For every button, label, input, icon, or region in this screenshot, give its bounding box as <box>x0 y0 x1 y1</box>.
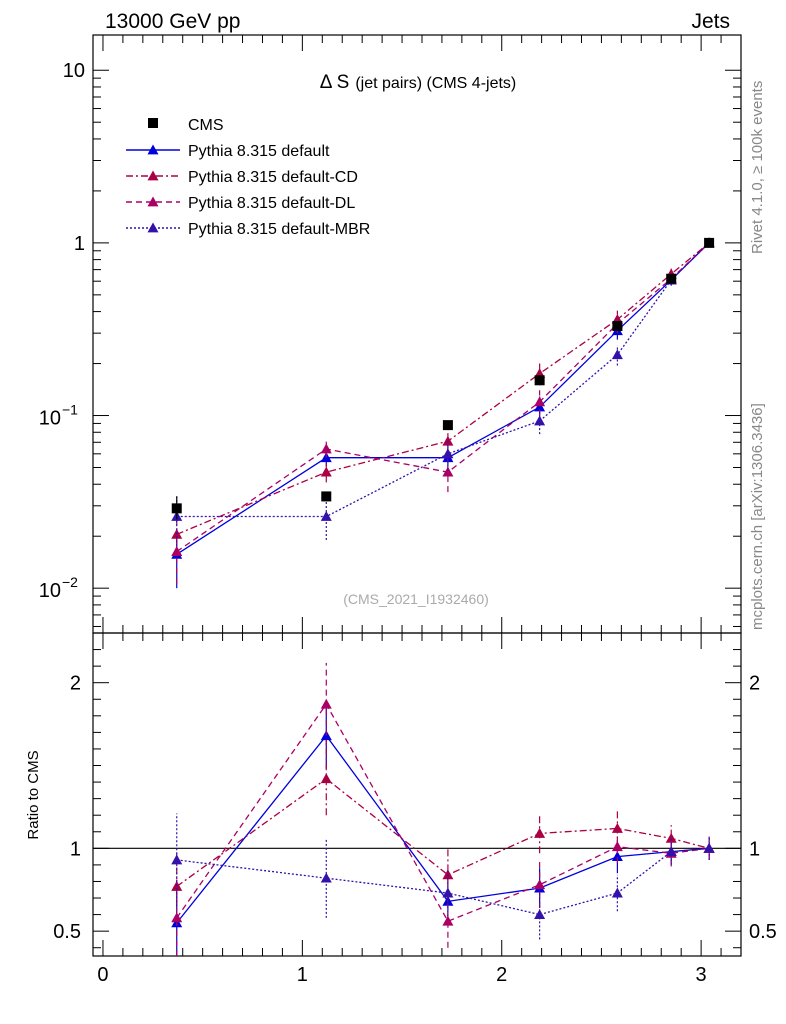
series-point <box>320 443 332 454</box>
series-point <box>320 466 332 477</box>
series-2 <box>171 237 715 584</box>
ratio-point <box>171 854 183 865</box>
cms-point <box>442 420 453 431</box>
cms-point <box>321 491 332 502</box>
legend-marker <box>147 222 159 233</box>
cms-point <box>666 273 677 284</box>
series-point <box>320 511 332 521</box>
ratio-axis-label: Ratio to CMS <box>25 750 42 839</box>
ratio-y-tick-label: 0.5 <box>53 921 81 943</box>
collision-label: 13000 GeV pp <box>105 10 240 33</box>
ratio-point <box>611 822 623 833</box>
legend-entry: Pythia 8.315 default <box>126 143 330 160</box>
y-tick-label: 10 <box>39 408 61 430</box>
ratio-line <box>176 703 710 923</box>
ratio-y-tick-label-right: 2 <box>749 673 760 695</box>
x-tick-label: 3 <box>696 964 707 986</box>
legend-marker <box>147 196 159 207</box>
series-point <box>442 466 454 477</box>
ratio-point <box>611 887 623 898</box>
ratio-series-3 <box>171 813 715 940</box>
ratio-point <box>320 872 332 883</box>
x-tick-label: 2 <box>496 964 507 986</box>
legend-label-cms: CMS <box>188 117 224 134</box>
legend: CMS Pythia 8.315 default Pythia 8.315 def… <box>126 117 370 238</box>
series-line <box>176 242 710 535</box>
legend-marker <box>147 144 159 155</box>
legend-label: Pythia 8.315 default-MBR <box>188 221 370 238</box>
series-line <box>176 242 710 555</box>
legend-marker <box>147 170 159 181</box>
series-1 <box>171 237 715 556</box>
series-point <box>534 401 546 412</box>
mcplots-label: mcplots.cern.ch [arXiv:1306.3436] <box>749 403 766 630</box>
ratio-series-0 <box>171 702 715 956</box>
ratio-line <box>176 847 710 916</box>
legend-label: Pythia 8.315 default-CD <box>188 169 358 186</box>
ratio-point <box>320 698 332 709</box>
series-line <box>176 242 710 518</box>
legend-label: Pythia 8.315 default-DL <box>188 195 355 212</box>
plot-title: Δ S (jet pairs) (CMS 4-jets) <box>320 72 517 93</box>
ratio-y-tick-label-right: 1 <box>749 838 760 860</box>
ratio-point <box>442 915 454 926</box>
series-point <box>442 448 454 459</box>
ratio-point <box>442 887 454 898</box>
x-tick-label: 0 <box>97 964 108 986</box>
y-tick-exponent: −2 <box>62 574 78 590</box>
ratio-point <box>171 912 183 923</box>
y-tick-label: 10 <box>63 60 85 82</box>
series-point <box>171 546 183 556</box>
ratio-point <box>665 832 677 843</box>
legend-entry: Pythia 8.315 default-CD <box>126 169 358 186</box>
series-point <box>534 415 546 426</box>
legend-entry: Pythia 8.315 default-DL <box>126 195 355 212</box>
series-0 <box>171 237 715 589</box>
ratio-y-tick-label: 1 <box>70 838 81 860</box>
analysis-group-label: Jets <box>691 10 730 33</box>
cms-data <box>171 237 715 520</box>
analysis-id-watermark: (CMS_2021_I1932460) <box>343 591 489 607</box>
cms-point <box>704 237 715 248</box>
series-point <box>611 349 623 360</box>
ratio-point <box>611 841 623 852</box>
y-tick-exponent: −1 <box>62 402 78 418</box>
ratio-y-tick-label-right: 0.5 <box>749 921 777 943</box>
y-tick-label: 1 <box>74 233 85 255</box>
ratio-y-tick-label: 2 <box>70 673 81 695</box>
legend-label: Pythia 8.315 default <box>188 143 330 160</box>
ratio-point <box>611 851 623 862</box>
cms-point <box>171 503 182 514</box>
legend-entry: Pythia 8.315 default-MBR <box>126 221 370 238</box>
legend-marker-cms <box>148 118 158 128</box>
ratio-point <box>534 909 546 919</box>
cms-point <box>534 375 545 386</box>
ratio-series-2 <box>171 662 715 956</box>
rivet-version-label: Rivet 4.1.0, ≥ 100k events <box>749 81 766 254</box>
ratio-point <box>665 846 677 857</box>
y-tick-label: 10 <box>39 580 61 602</box>
ratio-point <box>320 773 332 784</box>
cms-point <box>612 321 623 332</box>
ratio-point <box>534 879 546 890</box>
ratio-panel-frame <box>92 632 742 957</box>
ratio-point <box>703 842 715 853</box>
series-point <box>534 396 546 407</box>
ratio-point <box>534 827 546 838</box>
ratio-line <box>176 734 710 924</box>
x-tick-label: 1 <box>297 964 308 986</box>
series-line <box>176 242 710 553</box>
